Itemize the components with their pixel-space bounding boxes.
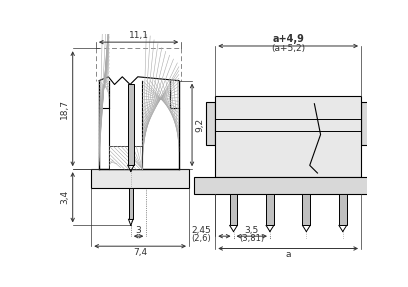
Bar	[128, 84, 134, 165]
Bar	[206, 102, 215, 145]
Text: a: a	[286, 250, 291, 259]
Bar	[215, 96, 361, 177]
Text: a+4,9: a+4,9	[272, 34, 304, 44]
Bar	[266, 194, 274, 225]
Text: 2,45: 2,45	[192, 226, 211, 235]
Text: 3,5: 3,5	[245, 226, 259, 235]
Bar	[230, 194, 237, 225]
Bar	[361, 102, 370, 145]
Text: (a+5,2): (a+5,2)	[271, 44, 305, 53]
Text: 3: 3	[136, 226, 142, 235]
Bar	[302, 194, 310, 225]
Text: (3,81): (3,81)	[239, 234, 264, 243]
Text: 18,7: 18,7	[60, 99, 69, 119]
Bar	[91, 169, 189, 189]
Text: 9,2: 9,2	[195, 118, 204, 132]
Text: 3,4: 3,4	[60, 190, 69, 204]
Bar	[194, 177, 383, 194]
Text: (2,6): (2,6)	[192, 234, 211, 243]
Bar	[129, 189, 133, 219]
Bar	[339, 194, 347, 225]
Text: 7,4: 7,4	[133, 248, 147, 257]
Bar	[109, 81, 142, 169]
Bar	[142, 81, 179, 169]
Bar	[99, 81, 109, 169]
Bar	[109, 146, 142, 169]
Text: 11,1: 11,1	[129, 31, 149, 40]
